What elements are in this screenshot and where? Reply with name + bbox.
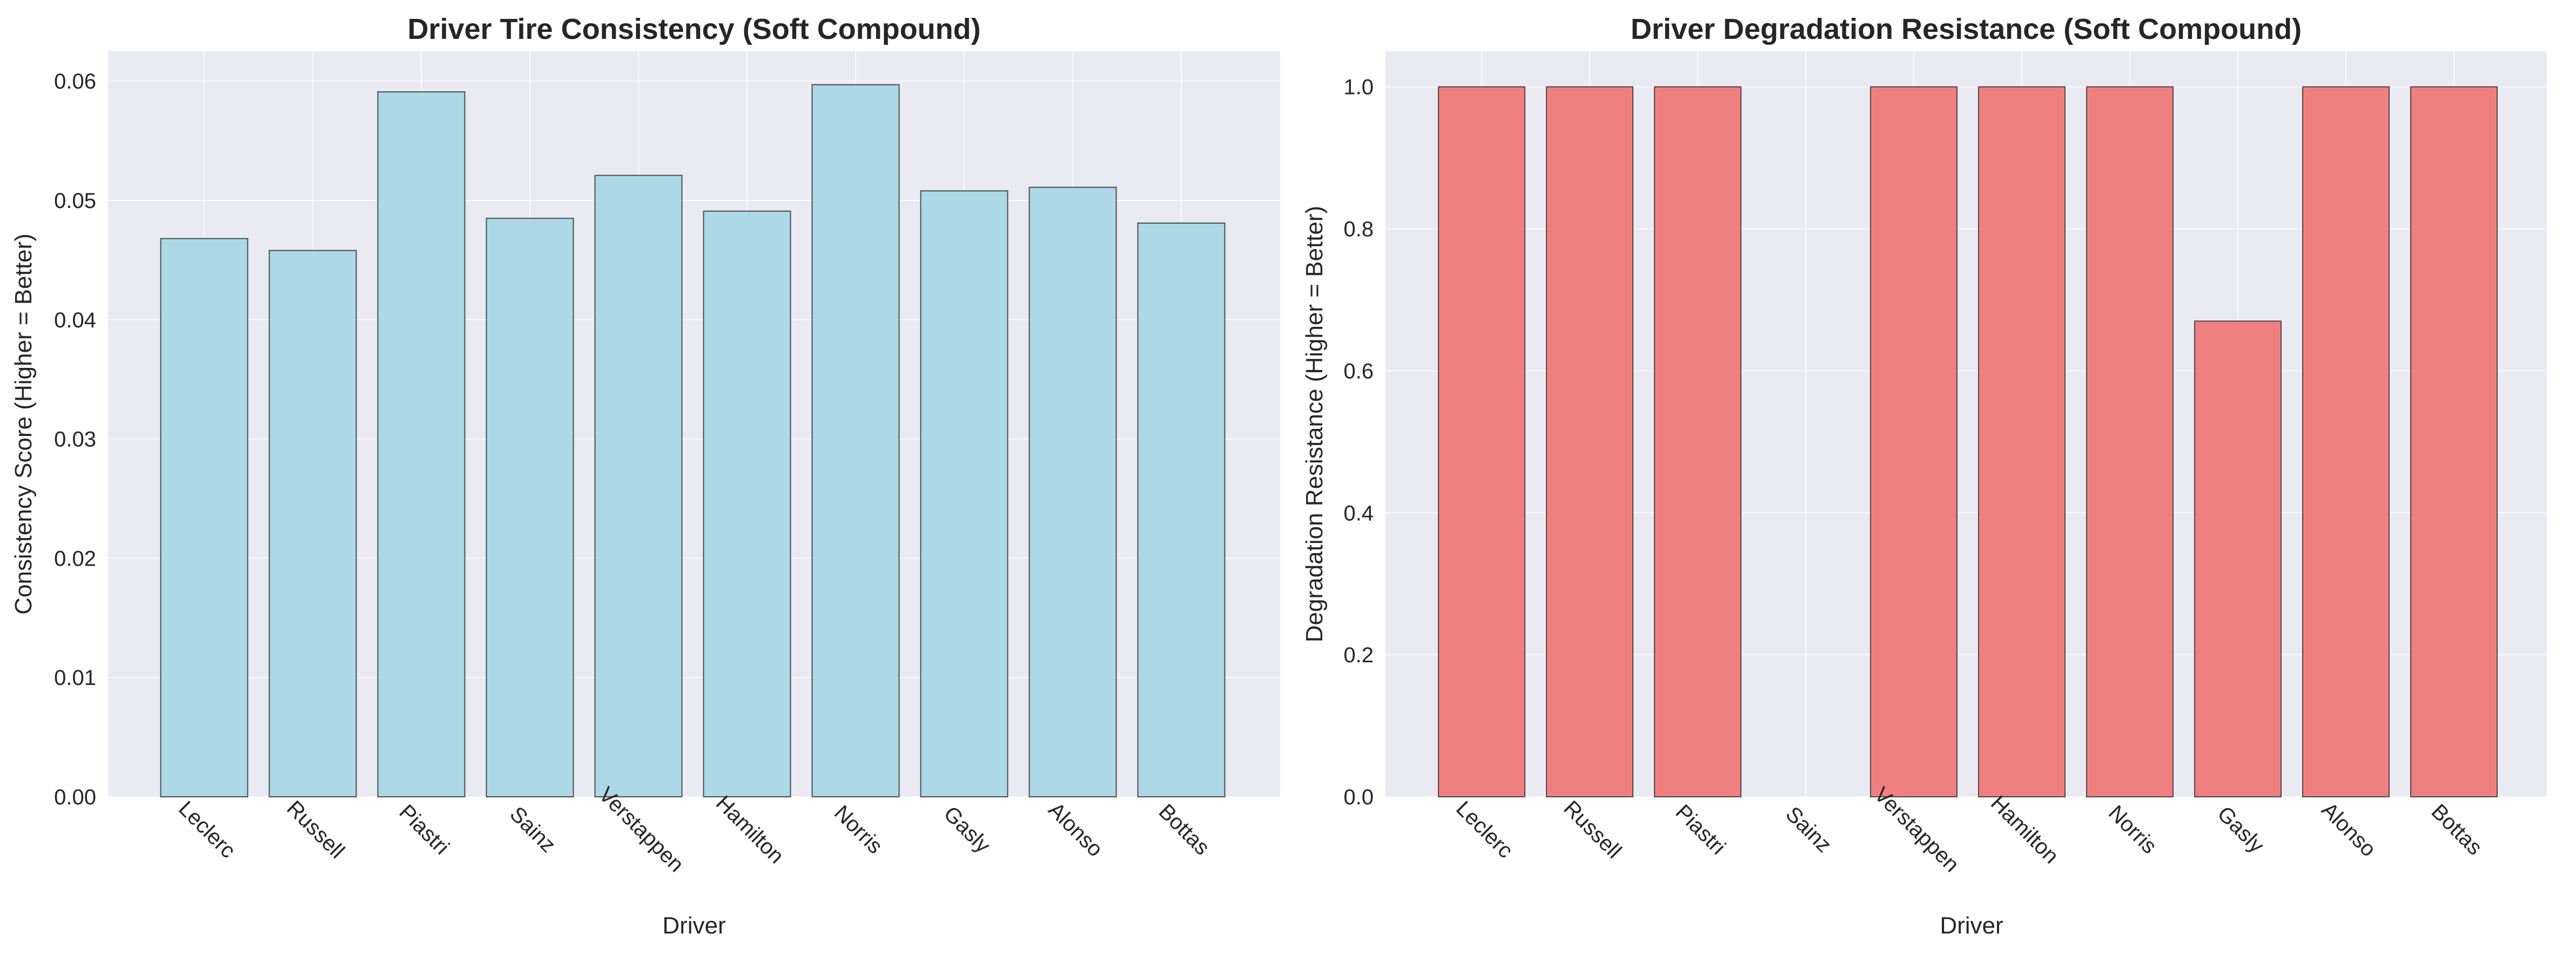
y-tick-label: 0.06 — [54, 70, 96, 93]
y-tick-labels: 0.00 0.01 0.02 0.03 0.04 0.05 0.06 — [54, 70, 96, 809]
bar-bottas — [1137, 222, 1226, 797]
bar-leclerc — [1438, 86, 1525, 798]
x-tick-label: Bottas — [1154, 800, 1214, 859]
y-tick-label: 0.0 — [1343, 785, 1374, 809]
chart-title: Driver Degradation Resistance (Soft Comp… — [1631, 13, 2302, 45]
y-tick-label: 0.6 — [1343, 359, 1374, 383]
bar-piastri — [377, 91, 466, 797]
y-tick-label: 0.8 — [1343, 218, 1374, 241]
x-tick-label: Norris — [2104, 801, 2162, 859]
x-tick-label: Gasly — [939, 802, 994, 857]
x-tick-label: Bottas — [2427, 800, 2487, 859]
x-tick-label: Russell — [1559, 796, 1626, 863]
bar-alonso — [2302, 86, 2390, 798]
bar-russell — [268, 250, 357, 797]
y-tick-label: 0.04 — [54, 308, 96, 332]
bar-bottas — [2410, 86, 2498, 798]
x-tick-label: Gasly — [2212, 802, 2268, 857]
consistency-chart: 0.00 0.01 0.02 0.03 0.04 0.05 0.06 Leclerc Russ… — [10, 13, 1280, 939]
bar-russell — [1546, 86, 1633, 798]
x-axis-label: Driver — [662, 912, 725, 939]
chart-title: Driver Tire Consistency (Soft Compound) — [407, 13, 980, 45]
y-tick-label: 0.2 — [1343, 643, 1374, 667]
y-tick-label: 0.01 — [54, 666, 96, 690]
y-tick-label: 0.4 — [1343, 501, 1374, 525]
bar-verstappen — [594, 174, 683, 798]
x-tick-label: Alonso — [2317, 798, 2380, 862]
bar-hamilton — [1978, 86, 2066, 798]
y-tick-label: 0.00 — [54, 785, 96, 809]
x-tick-label: Hamilton — [1986, 791, 2063, 868]
x-tick-label: Piastri — [1671, 800, 1730, 859]
y-axis-label: Degradation Resistance (Higher = Better) — [1301, 206, 1328, 642]
y-tick-label: 0.03 — [54, 428, 96, 452]
bar-sainz — [486, 218, 574, 797]
x-tick-label: Sainz — [1781, 802, 1836, 857]
bar-leclerc — [160, 238, 248, 797]
bar-norris — [2086, 86, 2174, 798]
x-tick-label: Sainz — [505, 802, 560, 857]
bar-norris — [811, 84, 900, 798]
y-tick-label: 0.02 — [54, 547, 96, 570]
y-tick-label: 0.05 — [54, 189, 96, 213]
bar-gasly — [920, 190, 1008, 797]
bars — [1438, 86, 2498, 798]
x-axis-label: Driver — [1940, 912, 2003, 939]
y-axis-label: Consistency Score (Higher = Better) — [10, 233, 37, 615]
x-tick-label: Alonso — [1044, 798, 1107, 862]
bar-verstappen — [1870, 86, 1958, 798]
degradation-chart: 0.0 0.2 0.4 0.6 0.8 1.0 Leclerc Russell Piastri… — [1301, 13, 2547, 939]
x-tick-label: Norris — [830, 801, 887, 859]
y-tick-labels: 0.0 0.2 0.4 0.6 0.8 1.0 — [1343, 76, 1374, 809]
bar-alonso — [1028, 186, 1117, 797]
bar-hamilton — [703, 210, 791, 798]
bar-piastri — [1654, 86, 1741, 798]
y-tick-label: 1.0 — [1343, 76, 1374, 99]
bars — [160, 84, 1226, 798]
x-tick-label: Piastri — [394, 800, 454, 859]
x-tick-label: Leclerc — [1451, 797, 1517, 863]
x-tick-label: Hamilton — [711, 791, 789, 868]
x-tick-label: Russell — [282, 796, 349, 863]
x-tick-label: Leclerc — [174, 797, 240, 863]
bar-gasly — [2194, 320, 2282, 797]
